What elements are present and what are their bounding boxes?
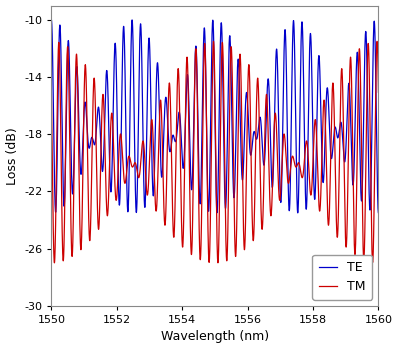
TM: [49, 90, 54, 94]
TE: [49, 18, 54, 22]
TM: [62, 187, 67, 191]
TE: [62, 189, 67, 193]
TM: [52, 261, 57, 265]
TE: [113, 44, 118, 48]
X-axis label: Wavelength (nm): Wavelength (nm): [161, 331, 269, 343]
TM: [359, 119, 363, 124]
Line: TE: TE: [51, 20, 378, 213]
TM: [113, 194, 118, 198]
TM: [209, 150, 214, 154]
TM: [68, 225, 73, 229]
Legend: TE, TM: TE, TM: [312, 255, 372, 299]
TM: [375, 39, 379, 43]
Y-axis label: Loss (dB): Loss (dB): [6, 127, 19, 185]
TM: [51, 201, 55, 205]
TE: [359, 196, 363, 200]
TE: [51, 69, 55, 74]
Line: TM: TM: [51, 41, 378, 263]
TM: [376, 90, 381, 94]
TE: [209, 73, 214, 77]
TE: [68, 144, 73, 148]
TE: [376, 211, 381, 215]
